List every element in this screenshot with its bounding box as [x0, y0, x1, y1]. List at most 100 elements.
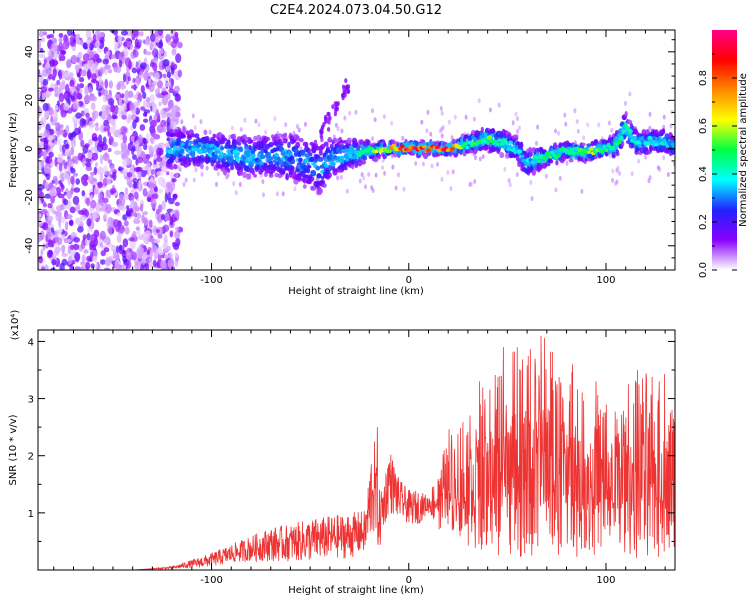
ridge-core: [506, 147, 512, 152]
noise-speckle: [164, 81, 172, 88]
ridge-blob: [212, 133, 217, 139]
x-tick-label: 100: [596, 275, 615, 286]
ridge-blob: [566, 143, 572, 147]
background-speckle: [421, 161, 425, 167]
ridge-blob: [561, 155, 567, 162]
noise-speckle: [75, 203, 81, 212]
ridge-blob: [641, 128, 646, 134]
y-tick-label: 0: [24, 146, 35, 152]
ridge-core: [178, 149, 184, 154]
ridge-core: [400, 144, 405, 148]
background-speckle: [345, 188, 349, 194]
noise-speckle: [70, 166, 74, 172]
ridge-core: [621, 129, 626, 134]
ridge-core: [493, 140, 498, 144]
noise-speckle: [142, 112, 147, 117]
noise-speckle: [170, 172, 175, 180]
background-speckle: [529, 180, 533, 185]
ridge-blob: [484, 144, 491, 150]
snr-plot-area: [38, 335, 675, 570]
ridge-core: [222, 153, 227, 157]
noise-speckle: [105, 106, 111, 116]
ridge-blob: [528, 146, 532, 154]
ridge-core: [224, 144, 230, 149]
background-speckle: [343, 115, 347, 121]
background-speckle: [518, 125, 521, 131]
ridge-core: [208, 143, 215, 148]
ridge-core: [216, 147, 221, 151]
ridge-blob: [281, 170, 286, 174]
noise-speckle: [108, 98, 115, 106]
ridge-blob: [304, 174, 309, 179]
noise-speckle: [80, 139, 85, 148]
noise-speckle: [47, 91, 52, 97]
background-speckle: [239, 127, 243, 132]
noise-speckle: [121, 93, 125, 99]
ridge-blob: [323, 141, 329, 147]
ridge-blob: [320, 175, 325, 180]
ridge-blob: [549, 159, 554, 164]
background-speckle: [611, 168, 615, 174]
ridge-blob: [569, 154, 573, 160]
ridge-core: [571, 151, 576, 155]
ridge-core: [573, 146, 579, 151]
spectrogram-axes: -100 0 100 -40 -20 0 20 40: [24, 30, 675, 286]
noise-speckle: [162, 59, 170, 67]
background-speckle: [450, 135, 454, 141]
ridge-blob: [531, 169, 536, 176]
ridge-blob: [306, 167, 311, 174]
noise-speckle: [44, 109, 49, 119]
background-speckle: [371, 136, 375, 142]
background-speckle: [275, 191, 279, 197]
noise-speckle: [124, 187, 129, 196]
ridge-core: [220, 146, 225, 150]
noise-speckle: [138, 134, 143, 144]
ridge-core: [237, 146, 242, 151]
ridge-blob: [671, 147, 675, 154]
background-speckle: [637, 158, 641, 164]
ridge-blob: [233, 139, 239, 146]
noise-speckle: [154, 36, 160, 43]
background-speckle: [453, 114, 457, 120]
colorbar-label: Normalized spectral amplitude: [738, 73, 749, 227]
background-speckle: [226, 172, 230, 178]
ridge-blob: [272, 165, 278, 172]
colorbar-tick-label: 0.0: [698, 262, 709, 278]
noise-speckle: [82, 118, 87, 126]
noise-speckle: [105, 171, 112, 176]
noise-speckle: [129, 102, 135, 111]
background-speckle: [554, 128, 557, 134]
noise-speckle: [48, 182, 53, 190]
noise-speckle: [135, 226, 140, 231]
ridge-blob: [356, 147, 361, 152]
noise-speckle: [72, 195, 80, 205]
ridge-blob: [253, 173, 257, 178]
background-speckle: [597, 122, 601, 128]
ridge-core: [278, 148, 284, 152]
noise-speckle: [167, 258, 175, 268]
noise-speckle: [148, 71, 155, 76]
noise-speckle: [47, 203, 53, 209]
noise-speckle: [38, 213, 42, 218]
ridge-core: [482, 137, 487, 141]
background-speckle: [420, 119, 424, 125]
noise-speckle: [77, 226, 84, 233]
background-speckle: [535, 140, 538, 146]
noise-speckle: [116, 83, 121, 91]
ridge-core: [263, 149, 268, 154]
ridge-blob: [185, 153, 190, 158]
spur-blob: [335, 106, 339, 112]
noise-speckle: [67, 132, 73, 140]
noise-speckle: [38, 72, 44, 83]
background-speckle: [429, 131, 433, 137]
noise-speckle: [103, 197, 109, 204]
noise-speckle: [80, 266, 84, 270]
noise-speckle: [155, 228, 160, 234]
noise-speckle: [108, 80, 114, 89]
noise-speckle: [156, 147, 162, 158]
ridge-core: [207, 152, 212, 157]
ridge-core: [183, 144, 188, 149]
background-speckle: [469, 181, 473, 187]
noise-speckle: [57, 138, 62, 146]
noise-speckle: [134, 38, 139, 48]
